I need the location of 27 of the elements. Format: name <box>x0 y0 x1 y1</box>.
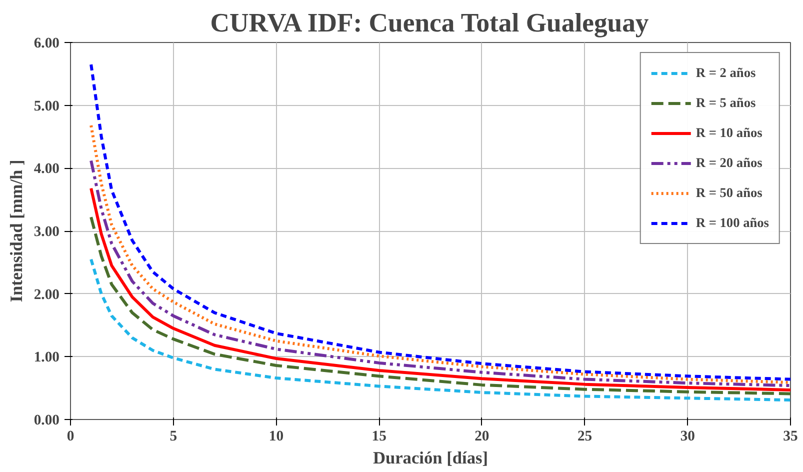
line-series <box>90 258 790 402</box>
x-tick-label: 10 <box>268 428 284 444</box>
y-tick-label: 2.00 <box>34 286 60 303</box>
line-series <box>90 216 790 396</box>
chart-title: CURVA IDF: Cuenca Total Gualeguay <box>210 8 650 38</box>
y-tick-label: 0.00 <box>34 412 60 428</box>
legend-label: R = 50 años <box>696 185 762 201</box>
x-tick-label: 15 <box>372 428 386 444</box>
x-tick-label: 35 <box>783 428 798 444</box>
y-tick-label: 5.00 <box>34 98 60 114</box>
y-axis-title: Intensidad [mm/h ] <box>6 160 26 302</box>
x-tick-label: 0 <box>66 428 74 444</box>
x-tick-label: 20 <box>474 428 490 444</box>
legend-label: R = 10 años <box>696 125 762 141</box>
y-tick-label: 1.00 <box>34 350 60 366</box>
legend-label: R = 100 años <box>696 215 769 231</box>
line-series <box>90 62 790 381</box>
y-tick-label: 4.00 <box>34 161 60 178</box>
y-tick-label: 6.00 <box>34 36 60 52</box>
legend-label: R = 5 años <box>696 95 756 111</box>
y-tick-label: 3.00 <box>34 224 60 240</box>
x-axis-title: Duración [días] <box>372 448 488 468</box>
x-tick-label: 25 <box>577 428 592 444</box>
legend-label: R = 20 años <box>696 155 762 171</box>
x-tick-label: 5 <box>170 428 178 444</box>
x-tick-label: 30 <box>680 428 695 444</box>
legend-label: R = 2 años <box>696 65 756 81</box>
